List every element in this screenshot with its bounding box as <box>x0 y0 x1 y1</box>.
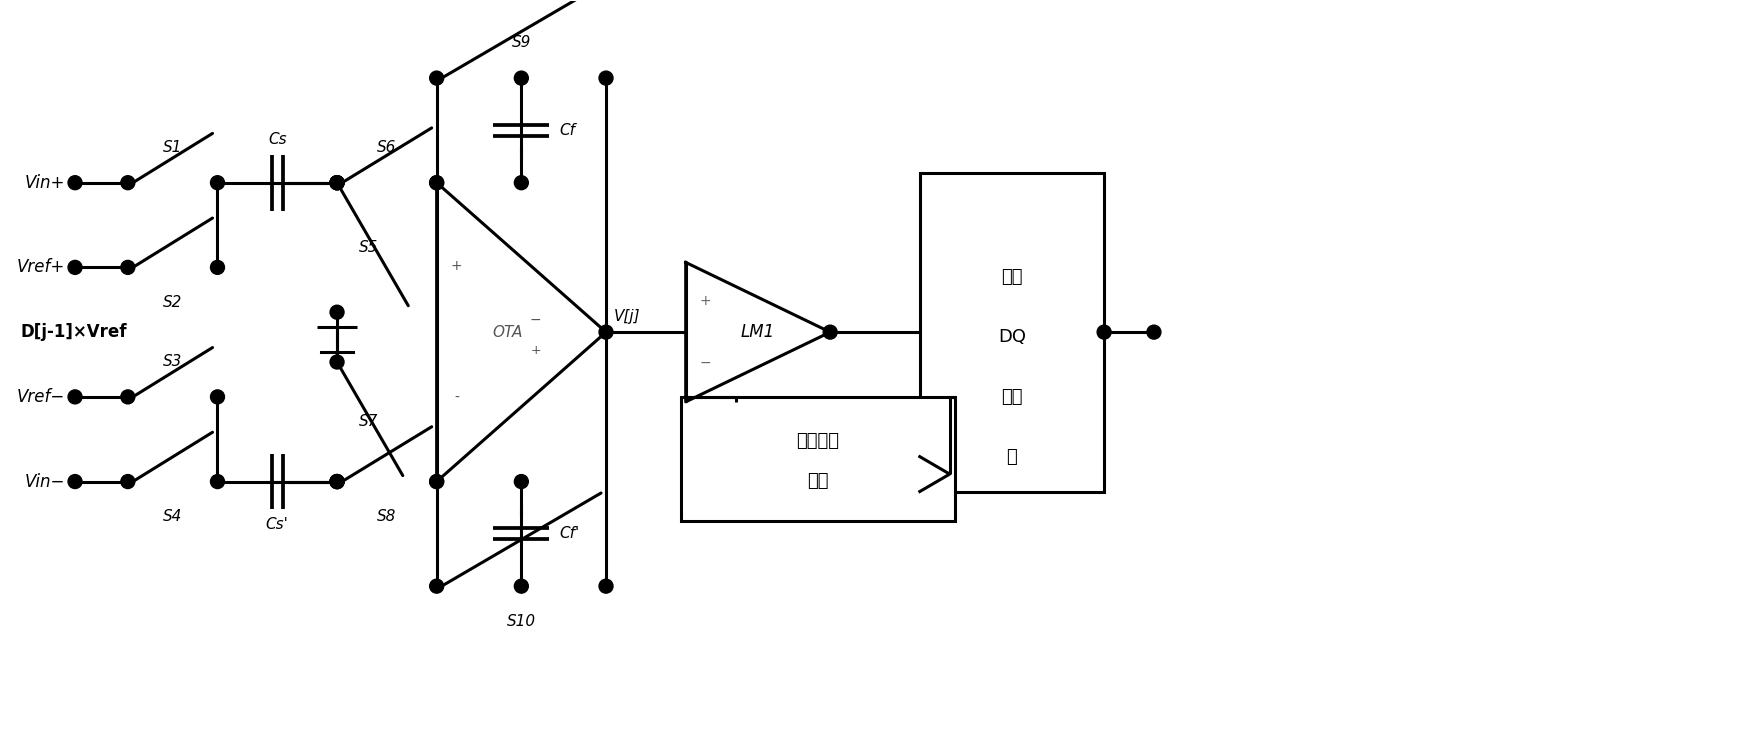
Circle shape <box>330 176 344 190</box>
Text: S9: S9 <box>511 35 530 51</box>
Text: +: + <box>699 294 712 308</box>
Text: -: - <box>453 391 459 405</box>
Text: Cs: Cs <box>269 132 286 147</box>
Circle shape <box>120 390 134 404</box>
Circle shape <box>330 305 344 319</box>
Text: S10: S10 <box>508 614 535 629</box>
Text: V[j]: V[j] <box>614 309 640 324</box>
Circle shape <box>823 325 837 339</box>
Text: 触发: 触发 <box>1001 388 1022 406</box>
Circle shape <box>68 474 82 488</box>
Circle shape <box>211 390 225 404</box>
Text: DQ: DQ <box>998 328 1025 346</box>
Bar <box>919 173 1104 491</box>
Text: S1: S1 <box>162 140 183 154</box>
Circle shape <box>120 474 134 488</box>
Circle shape <box>211 474 225 488</box>
Text: S7: S7 <box>359 414 378 429</box>
Circle shape <box>330 474 344 488</box>
Circle shape <box>330 474 344 488</box>
Circle shape <box>514 474 528 488</box>
Text: S5: S5 <box>359 240 378 255</box>
Text: −: − <box>530 313 541 327</box>
Circle shape <box>429 474 443 488</box>
Text: −: − <box>699 356 712 370</box>
Text: Vref−: Vref− <box>17 388 65 406</box>
Circle shape <box>68 261 82 274</box>
Circle shape <box>429 176 443 190</box>
Text: Cf': Cf' <box>560 526 579 542</box>
Circle shape <box>1097 325 1111 339</box>
Circle shape <box>330 355 344 369</box>
Text: Vin+: Vin+ <box>24 173 65 192</box>
Text: S8: S8 <box>377 509 396 524</box>
Circle shape <box>429 474 443 488</box>
Text: Vref+: Vref+ <box>17 258 65 277</box>
Text: D[j-1]×Vref: D[j-1]×Vref <box>21 323 127 341</box>
Text: LM1: LM1 <box>741 323 774 341</box>
Circle shape <box>598 325 612 339</box>
Circle shape <box>211 261 225 274</box>
Circle shape <box>330 176 344 190</box>
Text: Vin−: Vin− <box>24 473 65 490</box>
Circle shape <box>330 474 344 488</box>
Text: +: + <box>450 259 462 273</box>
Text: Cs': Cs' <box>265 518 290 532</box>
Text: S2: S2 <box>162 295 183 310</box>
Text: 时钟: 时钟 <box>807 472 828 490</box>
Circle shape <box>68 390 82 404</box>
Text: S3: S3 <box>162 354 183 369</box>
Text: Cf: Cf <box>560 123 576 138</box>
Bar <box>680 397 954 521</box>
Circle shape <box>514 176 528 190</box>
Text: S6: S6 <box>377 140 396 154</box>
Circle shape <box>514 71 528 85</box>
Text: 第一: 第一 <box>1001 269 1022 286</box>
Circle shape <box>598 71 612 85</box>
Text: +: + <box>530 343 541 356</box>
Circle shape <box>429 71 443 85</box>
Text: S4: S4 <box>162 509 183 524</box>
Circle shape <box>598 579 612 593</box>
Circle shape <box>330 176 344 190</box>
Circle shape <box>120 176 134 190</box>
Circle shape <box>68 176 82 190</box>
Circle shape <box>211 176 225 190</box>
Circle shape <box>330 176 344 190</box>
Circle shape <box>514 579 528 593</box>
Text: 第一采样: 第一采样 <box>797 432 839 450</box>
Circle shape <box>330 474 344 488</box>
Text: 器: 器 <box>1006 448 1017 466</box>
Circle shape <box>429 579 443 593</box>
Circle shape <box>1148 325 1162 339</box>
Circle shape <box>429 176 443 190</box>
Circle shape <box>120 261 134 274</box>
Text: OTA: OTA <box>492 324 523 340</box>
